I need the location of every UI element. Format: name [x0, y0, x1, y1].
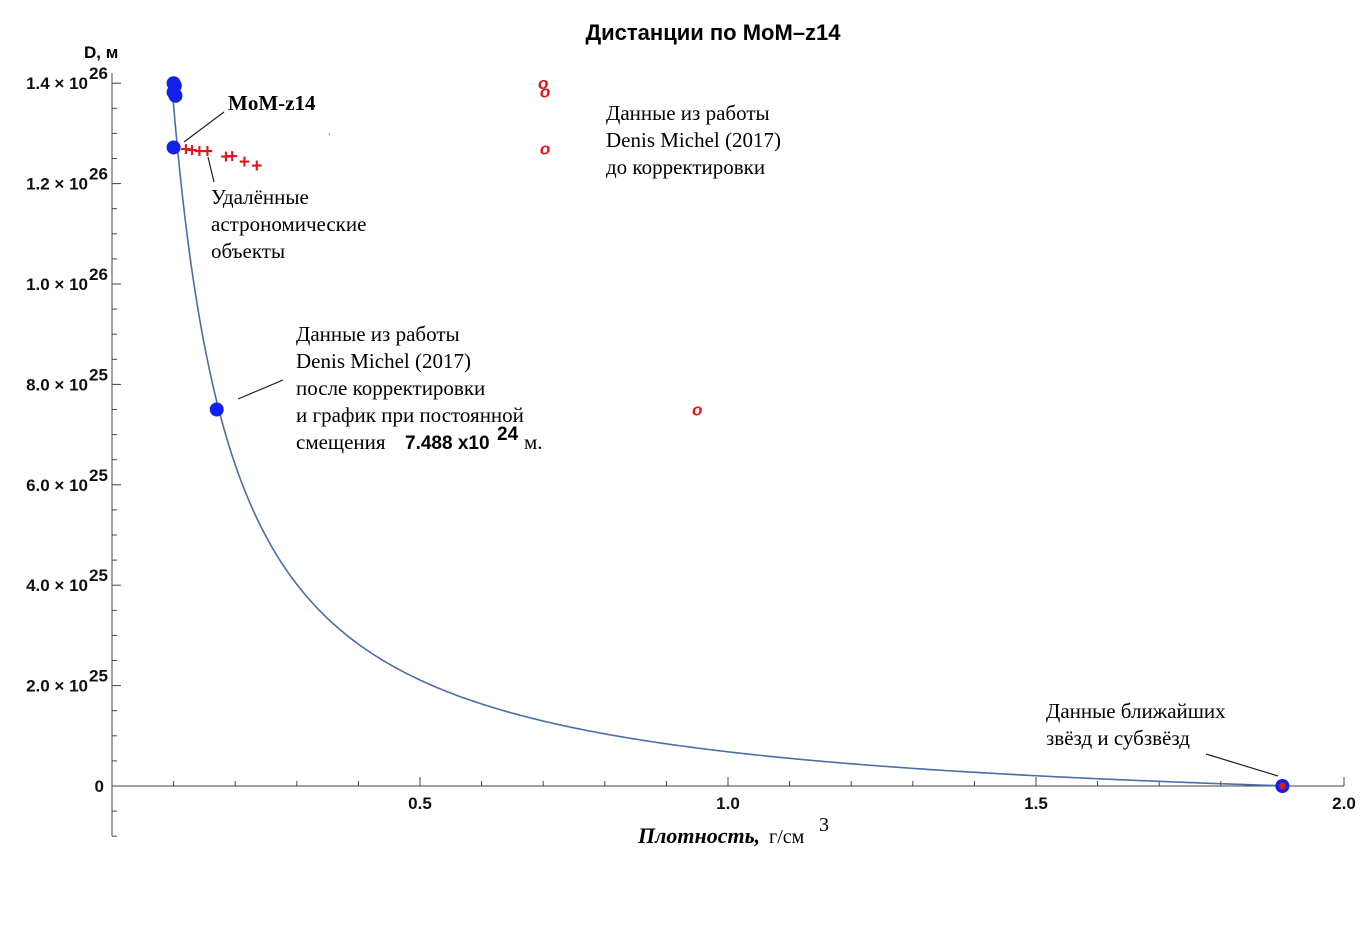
annotation-nearby-line: Данные ближайших: [1046, 699, 1226, 723]
annotation-after-line: после корректировки: [296, 376, 485, 400]
x-tick-label: 1.0: [716, 794, 740, 813]
y-tick-mantissa: 6.0 × 10: [26, 476, 88, 495]
annotation-before-line: Данные из работы: [606, 101, 770, 125]
y-tick-mantissa: 4.0 × 10: [26, 576, 88, 595]
annotation-mom-text: MoM-z14: [228, 91, 316, 115]
annotation-after: Данные из работы Denis Michel (2017) пос…: [296, 322, 543, 454]
annotation-nearby-line: звёзд и субзвёзд: [1046, 726, 1190, 750]
y-tick-exponent: 25: [89, 365, 108, 384]
annotation-remote-line: объекты: [211, 239, 285, 263]
y-tick-label: 0: [95, 777, 104, 796]
annotation-after-line: и график при постоянной: [296, 403, 524, 427]
x-axis-label-main: Плотность,: [637, 823, 760, 848]
y-axis-label: D, м: [84, 43, 118, 62]
data-point-plus: +: [239, 152, 250, 173]
data-point-plus: +: [251, 156, 262, 177]
data-point-plus: +: [220, 147, 231, 168]
data-point-plus: +: [194, 141, 205, 162]
data-point-circle: o: [692, 401, 702, 420]
data-point-dot: [168, 88, 183, 103]
data-point-plus: +: [187, 140, 198, 161]
leader-remote: [207, 156, 215, 183]
x-axis-label-unit-power: 3: [819, 814, 829, 836]
leader-mom: [183, 111, 225, 143]
y-tick-mantissa: 2.0 × 10: [26, 677, 88, 696]
data-point-red-dot: [1278, 782, 1286, 790]
leader-lines: [183, 111, 1279, 777]
y-tick-exponent: 25: [89, 667, 108, 686]
data-point-plus: +: [202, 141, 213, 162]
x-ticks: 0.5 1.0 1.5 2.0: [173, 777, 1356, 813]
leader-nearby: [1205, 753, 1279, 777]
annotation-remote-line: астрономические: [211, 212, 366, 236]
leader-after: [237, 379, 284, 400]
data-point-plus: +: [227, 146, 238, 167]
x-tick-label: 1.5: [1024, 794, 1048, 813]
annotation-after-line: Данные из работы: [296, 322, 460, 346]
annotation-before: Данные из работы Denis Michel (2017) до …: [606, 101, 781, 179]
y-tick-mantissa: 1.4 × 10: [26, 74, 88, 93]
annotation-after-line: Denis Michel (2017): [296, 349, 471, 373]
x-axis-label-unit: г/см: [769, 826, 805, 848]
annotation-nearby: Данные ближайших звёзд и субзвёзд: [1046, 699, 1226, 750]
y-tick-exponent: 26: [89, 165, 108, 184]
x-tick-label: 0.5: [408, 794, 432, 813]
annotation-after-value: 7.488 x10: [405, 433, 490, 454]
x-axis-label: Плотность, г/см 3: [637, 814, 829, 848]
y-tick-exponent: 26: [89, 64, 108, 83]
data-point-circle: o: [538, 74, 548, 93]
y-tick-exponent: 26: [89, 265, 108, 284]
y-tick-mantissa: 1.2 × 10: [26, 175, 88, 194]
annotation-after-prefix: смещения: [296, 430, 386, 454]
annotation-before-line: до корректировки: [606, 155, 765, 179]
chart-title: Дистанции по MoM–z14: [585, 20, 841, 45]
annotation-after-suffix: м.: [524, 430, 543, 454]
x-tick-label: 2.0: [1332, 794, 1356, 813]
y-tick-exponent: 25: [89, 566, 108, 585]
data-point-dot: [209, 402, 224, 417]
annotation-after-power: 24: [497, 424, 519, 445]
annotation-remote: Удалённые астрономические объекты: [211, 185, 366, 263]
data-point-circle: o: [540, 83, 550, 102]
data-point-plus: +: [180, 139, 191, 160]
fit-curve: [171, 94, 1283, 787]
data-point-circle: o: [540, 139, 550, 158]
annotation-remote-line: Удалённые: [211, 185, 309, 209]
y-tick-mantissa: 1.0 × 10: [26, 275, 88, 294]
y-tick-mantissa: 8.0 × 10: [26, 375, 88, 394]
y-tick-mantissa: 0: [95, 777, 104, 796]
annotation-mom: MoM-z14: [228, 91, 316, 115]
data-point-dot: [166, 140, 181, 155]
y-tick-exponent: 25: [89, 466, 108, 485]
annotation-before-line: Denis Michel (2017): [606, 128, 781, 152]
